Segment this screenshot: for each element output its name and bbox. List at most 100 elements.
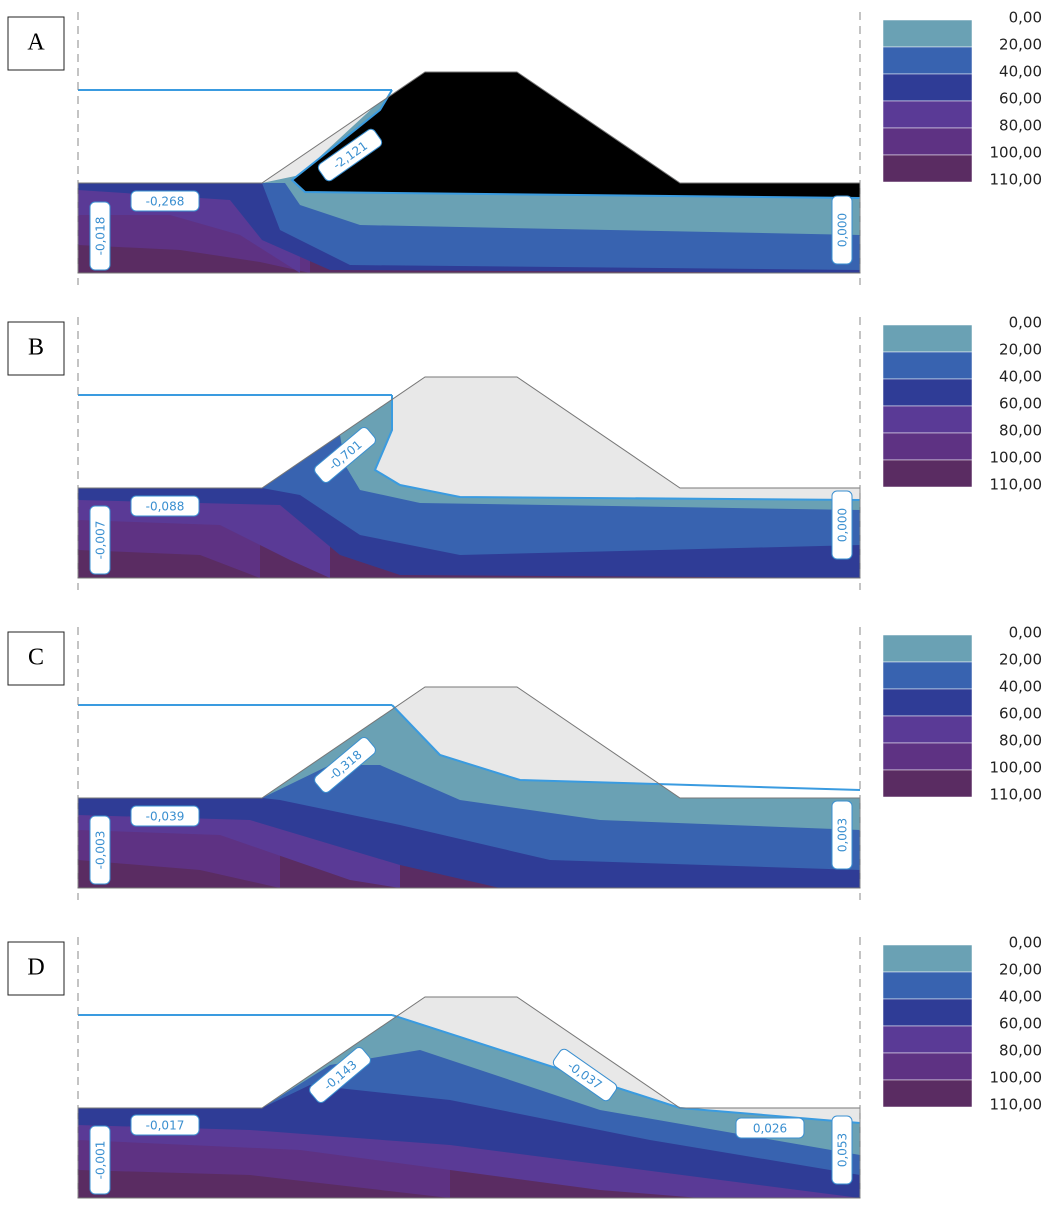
- legend-swatch: [882, 944, 973, 973]
- legend-swatch: [882, 432, 973, 461]
- annotation: -0,007: [89, 505, 111, 575]
- annotation-text: -0,017: [146, 1119, 185, 1133]
- legend-swatch: [882, 634, 973, 663]
- legend-swatch: [882, 1025, 973, 1054]
- annotation: -0,017: [130, 1114, 200, 1136]
- annotation-box: [552, 1048, 618, 1102]
- annotation-box: [89, 505, 111, 575]
- annotation-text: 0,000: [836, 213, 850, 247]
- annotation: 0,003: [831, 800, 853, 870]
- panel-label-box: [7, 16, 65, 71]
- legend-swatch: [882, 324, 973, 353]
- annotation-box: [89, 1125, 111, 1195]
- annotation-text: -0,003: [94, 831, 108, 870]
- legend-swatch: [882, 971, 973, 1000]
- legend-label: 0,00: [1009, 934, 1042, 952]
- annotation-text: -0,018: [94, 217, 108, 256]
- legend-label: 80,00: [999, 117, 1042, 135]
- phreatic-line: [391, 704, 861, 791]
- legend-label: 110,00: [990, 171, 1043, 189]
- annotation: 0,000: [831, 490, 853, 560]
- legend-label: 0,00: [1009, 624, 1042, 642]
- legend-swatch: [882, 998, 973, 1027]
- panel-label-box: [7, 321, 65, 376]
- legend-label: 60,00: [999, 90, 1042, 108]
- panel: A-0,268-0,018-2,1210,0000,0020,0040,0060…: [7, 9, 1043, 285]
- annotation: 0,026: [735, 1117, 805, 1139]
- legend-label: 40,00: [999, 678, 1042, 696]
- annotation-box: [314, 427, 376, 483]
- annotation-box: [130, 805, 200, 827]
- dam-outline: [77, 376, 861, 579]
- annotation: -0,001: [89, 1125, 111, 1195]
- legend-label: 20,00: [999, 341, 1042, 359]
- annotation-text: -0,088: [146, 500, 185, 514]
- annotation-box: [735, 1117, 805, 1139]
- annotation-box: [831, 195, 853, 265]
- legend-swatch: [882, 405, 973, 434]
- annotation-box: [831, 800, 853, 870]
- phreatic-line: [290, 89, 861, 199]
- contour-field: [78, 997, 860, 1198]
- annotation: -0,088: [130, 495, 200, 517]
- legend-label: 80,00: [999, 1042, 1042, 1060]
- annotation-box: [831, 490, 853, 560]
- legend-label: 40,00: [999, 63, 1042, 81]
- legend-label: 80,00: [999, 732, 1042, 750]
- legend-swatch: [882, 351, 973, 380]
- band: [78, 377, 860, 500]
- panel-label: C: [28, 645, 44, 671]
- annotation-text: 0,003: [836, 818, 850, 852]
- legend-swatch: [882, 127, 973, 156]
- panel: C-0,039-0,003-0,3180,0030,0020,0040,0060…: [7, 624, 1043, 900]
- contour-field: [78, 72, 860, 273]
- legend-label: 40,00: [999, 988, 1042, 1006]
- legend-swatch: [882, 769, 973, 798]
- legend-label: 110,00: [990, 476, 1043, 494]
- dam-outline: [77, 686, 861, 889]
- panel-label-box: [7, 941, 65, 996]
- panel: D-0,017-0,001-0,143 -0,0370,0260,0530,002…: [7, 934, 1043, 1205]
- annotation-box: [309, 1047, 371, 1103]
- contour-field: [78, 377, 860, 578]
- legend-swatch: [882, 661, 973, 690]
- legend-label: 20,00: [999, 961, 1042, 979]
- legend-label: 100,00: [990, 1069, 1043, 1087]
- legend-swatch: [882, 19, 973, 48]
- legend-label: 0,00: [1009, 314, 1042, 332]
- annotation: 0,000: [831, 195, 853, 265]
- band: [78, 377, 860, 578]
- legend-swatch: [882, 154, 973, 183]
- legend-label: 100,00: [990, 144, 1043, 162]
- dam-outline: [77, 996, 861, 1199]
- annotation-box: [317, 128, 383, 182]
- annotation-text: -0,268: [146, 195, 185, 209]
- dam-outline: [77, 71, 861, 274]
- panel-label: D: [27, 955, 44, 981]
- annotation-text: -0,039: [146, 810, 185, 824]
- annotation-box: [89, 201, 111, 271]
- annotation-text: -0,001: [94, 1141, 108, 1180]
- legend-label: 100,00: [990, 759, 1043, 777]
- legend-label: 80,00: [999, 422, 1042, 440]
- legend-label: 20,00: [999, 651, 1042, 669]
- annotation: -0,268: [130, 190, 200, 212]
- legend-swatch: [882, 100, 973, 129]
- legend-swatch: [882, 715, 973, 744]
- annotation-box: [314, 737, 376, 793]
- panel-label-box: [7, 631, 65, 686]
- panel-label: A: [27, 30, 45, 56]
- annotation-box: [831, 1115, 853, 1185]
- annotation-box: [89, 815, 111, 885]
- legend-label: 20,00: [999, 36, 1042, 54]
- legend-swatch: [882, 742, 973, 771]
- annotation: -0,039: [130, 805, 200, 827]
- legend-swatch: [882, 1052, 973, 1081]
- annotation-text: 0,000: [836, 508, 850, 542]
- annotation: -0,018: [89, 201, 111, 271]
- legend-label: 60,00: [999, 395, 1042, 413]
- annotation-box: [130, 1114, 200, 1136]
- legend-swatch: [882, 73, 973, 102]
- legend-label: 110,00: [990, 1096, 1043, 1114]
